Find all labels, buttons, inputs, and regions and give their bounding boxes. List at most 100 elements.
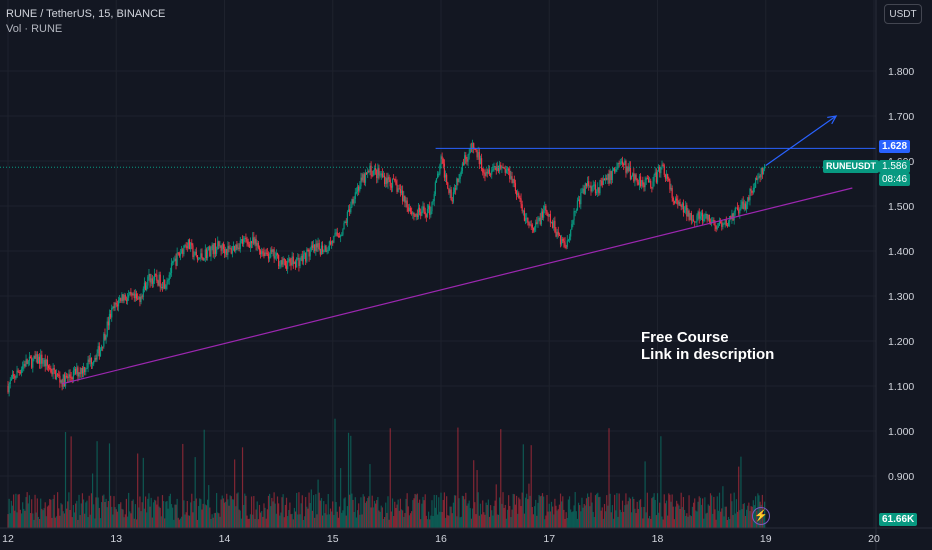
annotation-line-1[interactable]: Free Course [641, 329, 729, 346]
candle-body [303, 253, 306, 255]
candle-body [79, 372, 81, 374]
volume-bar [60, 503, 62, 528]
lightning-icon[interactable]: ⚡ [752, 507, 770, 525]
volume-bar [239, 510, 241, 528]
volume-bar [287, 516, 289, 528]
candle-body [379, 174, 381, 176]
volume-bar [70, 436, 72, 528]
volume-bar [10, 500, 12, 528]
volume-bar [135, 519, 138, 528]
volume-bar [398, 510, 400, 528]
volume-bar [497, 514, 500, 528]
candle-body [381, 173, 383, 177]
volume-bar [418, 499, 421, 528]
candle-body [31, 358, 33, 368]
volume-bar [438, 497, 440, 528]
candle-body [175, 258, 177, 266]
volume-bar [537, 502, 539, 528]
candle-body [539, 218, 541, 225]
candle-body [211, 244, 213, 249]
candle-body [273, 249, 275, 259]
candle-body [95, 357, 97, 360]
volume-bar [55, 516, 58, 528]
volume-bar [32, 513, 34, 528]
y-tick-label: 1.000 [888, 426, 914, 438]
volume-bar [379, 511, 381, 528]
candle-body [435, 178, 438, 183]
volume-bar [599, 496, 601, 528]
candle-body [248, 244, 250, 248]
candle-body [216, 249, 218, 254]
volume-bar [20, 513, 23, 528]
volume-bar [601, 507, 603, 528]
volume-bar [245, 495, 247, 528]
volume-bar [230, 496, 232, 528]
candle-body [546, 210, 548, 214]
volume-bar [669, 494, 671, 528]
annotation-line-2[interactable]: Link in description [641, 346, 775, 363]
volume-bar [442, 499, 444, 528]
volume-bar [315, 494, 317, 528]
candle-body [100, 346, 103, 350]
volume-bar [322, 515, 324, 528]
candle-body [346, 211, 349, 223]
candle-body [174, 258, 176, 262]
candle-body [253, 237, 255, 244]
volume-bar [426, 519, 429, 528]
candle-body [504, 169, 506, 173]
candle-body [262, 251, 264, 253]
candle-body [477, 152, 479, 158]
volume-bar [485, 502, 487, 528]
candle-body [656, 171, 659, 183]
volume-bar [467, 503, 469, 528]
volume-bar [252, 514, 254, 528]
candle-body [15, 377, 17, 379]
candle-body [618, 162, 620, 164]
volume-bar [546, 494, 548, 528]
volume-bar [281, 497, 283, 528]
volume-bar [33, 519, 35, 528]
volume-bar [750, 506, 752, 528]
volume-indicator-label[interactable]: Vol · RUNE [6, 23, 63, 35]
candle-body [464, 155, 466, 165]
volume-bar [543, 496, 545, 528]
candle-body [421, 210, 423, 216]
candle-body [66, 375, 68, 377]
candle-body [592, 184, 594, 187]
candle-body [694, 221, 696, 223]
candle-body [660, 167, 662, 174]
candle-body [10, 378, 12, 381]
volume-bar [723, 516, 725, 528]
candle-body [165, 285, 167, 289]
volume-bar [297, 514, 299, 528]
candle-body [203, 258, 205, 261]
candle-body [476, 150, 478, 158]
candle-body [115, 302, 117, 305]
volume-bar [257, 519, 259, 528]
volume-bar [76, 500, 78, 528]
volume-bar [504, 504, 506, 528]
candle-body [316, 243, 318, 248]
volume-bar [309, 503, 311, 528]
candle-body [62, 374, 64, 387]
candle-body [382, 175, 385, 177]
candle-body [482, 169, 484, 173]
candle-body [584, 183, 586, 194]
candle-body [122, 294, 124, 301]
volume-bar [155, 500, 157, 528]
candle-body [475, 149, 477, 151]
volume-bar [248, 518, 250, 528]
volume-bar [106, 507, 108, 528]
candle-body [359, 186, 361, 191]
volume-bar [28, 495, 31, 528]
candle-body [726, 225, 729, 227]
volume-bar [367, 497, 369, 528]
volume-bar [624, 505, 626, 528]
volume-bar [234, 459, 236, 528]
volume-bar [274, 503, 276, 528]
volume-bar [157, 496, 159, 528]
candle-body [483, 172, 485, 174]
volume-bar [249, 514, 252, 528]
currency-button[interactable]: USDT [884, 4, 922, 24]
